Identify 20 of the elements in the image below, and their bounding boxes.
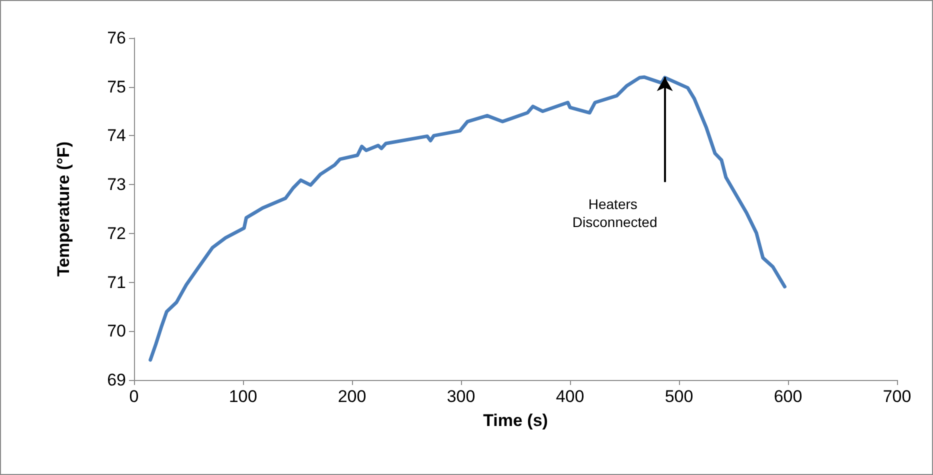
x-tick-label: 600 (774, 387, 802, 406)
x-tick-label: 100 (228, 387, 258, 406)
x-tick-label: 700 (882, 387, 912, 406)
x-tick-label: 500 (664, 387, 694, 406)
y-tick-label: 69 (107, 370, 126, 390)
x-tick-label: 400 (556, 387, 584, 406)
x-tick-label: 300 (446, 387, 476, 406)
annotation: Heaters Disconnected (572, 196, 658, 230)
y-axis-title: Temperature (°F) (54, 142, 73, 276)
line-series (148, 75, 786, 362)
y-tick-label: 72 (107, 224, 126, 243)
y-tick-label: 71 (107, 272, 126, 292)
y-tick-label: 70 (107, 322, 126, 341)
x-axis-title: Time (s) (483, 411, 548, 430)
x-tick-label: 200 (338, 387, 366, 406)
y-tick-label: 75 (107, 77, 126, 96)
x-tick-label: 0 (129, 387, 139, 406)
y-tick-label: 73 (107, 175, 126, 194)
y-tick-label: 76 (107, 28, 126, 48)
y-tick-label: 74 (107, 126, 126, 146)
